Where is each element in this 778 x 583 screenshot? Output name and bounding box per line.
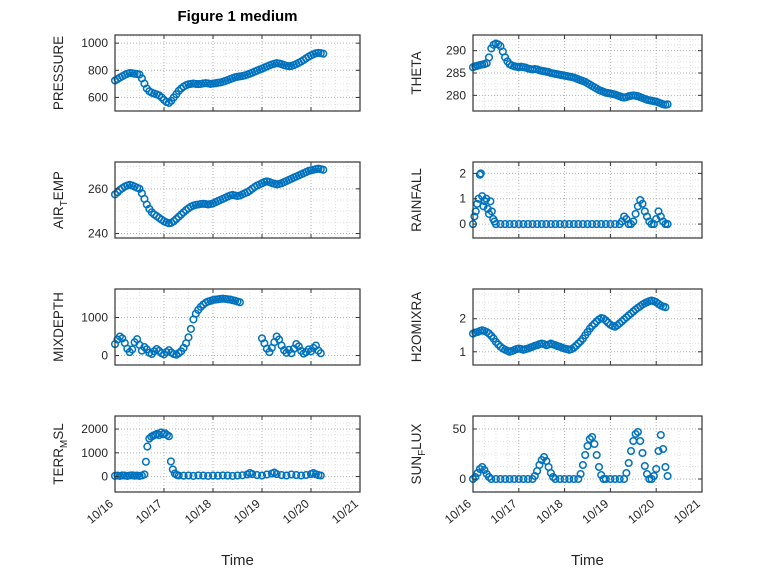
xtick-label: 10/20: [625, 496, 657, 526]
xtick-label: 10/20: [280, 496, 312, 526]
subplot-theta: 280 285 290 THETA: [409, 34, 703, 112]
ytick-label: 0: [101, 349, 108, 363]
xtick-label: 10/16: [442, 496, 474, 526]
subplot-terrmsl: 0 1000 2000 TERRMSL 10/16 10/17 10/18 10/19 10/2…: [51, 415, 361, 527]
ytick-label: 290: [446, 44, 466, 58]
ytick-label: 240: [88, 227, 108, 241]
ytick-label: 280: [446, 88, 466, 102]
ylabel-sunflux: SUNFLUX: [409, 424, 428, 485]
series-terrmsl: [110, 428, 325, 480]
axes-box: [114, 34, 361, 112]
subplot-h2omixra: 1 2 H2OMIXRA: [409, 288, 703, 366]
ylabel-pressure: PRESSURE: [51, 36, 66, 110]
ytick-label: 1: [459, 345, 466, 359]
ylabel-terrmsl: TERRMSL: [51, 423, 70, 485]
series-h2omixra: [468, 296, 670, 356]
series-mixdepth: [110, 294, 325, 359]
series-rainfall: [468, 169, 672, 229]
axes-box: [472, 161, 703, 239]
subplot-mixdepth: 0 1000 MIXDEPTH: [51, 288, 361, 366]
ytick-label: 2: [459, 166, 466, 180]
subplot-pressure: 600 800 1000 PRESSURE: [51, 34, 361, 112]
xlabel-time-left: Time: [221, 552, 254, 569]
ytick-label: 260: [88, 182, 108, 196]
series-pressure: [110, 48, 328, 107]
ytick-label: 800: [88, 63, 108, 77]
xtick-label: 10/18: [534, 496, 566, 526]
ytick-label: 285: [446, 66, 466, 80]
axes-box: [114, 415, 361, 493]
ylabel-h2omixra: H2OMIXRA: [409, 292, 424, 363]
series-sunflux: [468, 427, 672, 484]
ytick-label: 50: [453, 422, 467, 436]
ytick-label: 2: [459, 312, 466, 326]
ytick-label: 0: [459, 472, 466, 486]
xtick-label: 10/17: [133, 496, 165, 526]
xtick-label: 10/21: [671, 496, 703, 526]
ylabel-airtemp: AIRTEMP: [51, 171, 70, 229]
figure-title: Figure 1 medium: [177, 8, 298, 25]
ytick-label: 1000: [81, 311, 108, 325]
xtick-label: 10/17: [488, 496, 520, 526]
xtick-label: 10/16: [84, 496, 116, 526]
xlabel-time-right: Time: [571, 552, 604, 569]
ytick-label: 0: [101, 470, 108, 484]
ylabel-theta: THETA: [409, 51, 424, 94]
xtick-label: 10/18: [182, 496, 214, 526]
axes-box: [472, 415, 703, 493]
ylabel-mixdepth: MIXDEPTH: [51, 292, 66, 362]
axes-box: [114, 288, 361, 366]
ytick-label: 600: [88, 90, 108, 104]
axes-box: [472, 288, 703, 366]
subplot-rainfall: 0 1 2 RAINFALL: [409, 161, 703, 239]
subplot-airtemp: 240 260 AIRTEMP: [51, 161, 361, 241]
xtick-label: 10/21: [329, 496, 361, 526]
ytick-label: 1: [459, 192, 466, 206]
subplot-sunflux: 0 50 SUNFLUX 10/16 10/17 10/18 10/19 10/20 10/21: [409, 415, 703, 527]
ytick-label: 1000: [81, 446, 108, 460]
xtick-label: 10/19: [579, 496, 611, 526]
ylabel-rainfall: RAINFALL: [409, 168, 424, 232]
series-airtemp: [110, 164, 328, 228]
xtick-label: 10/19: [231, 496, 263, 526]
ytick-label: 2000: [81, 422, 108, 436]
ytick-label: 0: [459, 217, 466, 231]
ytick-label: 1000: [81, 36, 108, 50]
axes-box: [114, 161, 361, 239]
